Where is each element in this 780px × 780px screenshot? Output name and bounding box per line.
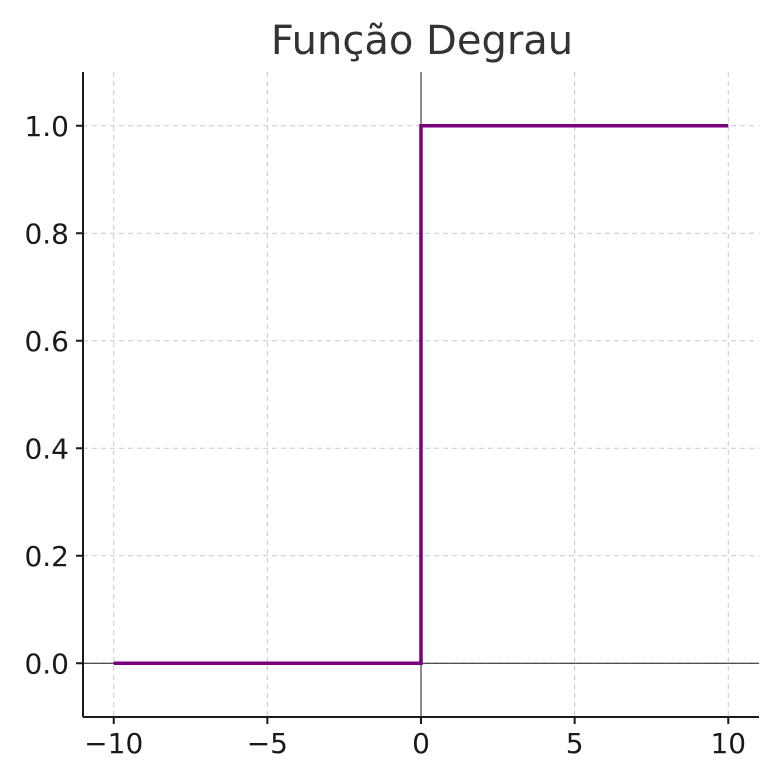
y-axis-ticks: 0.0 0.2 0.4 0.6 0.8 1.0 xyxy=(24,110,83,680)
y-tick-label: 0.6 xyxy=(24,325,69,358)
chart-title: Função Degrau xyxy=(271,18,573,64)
x-tick-label: −5 xyxy=(247,727,288,760)
y-tick-label: 0.0 xyxy=(24,647,69,680)
y-tick-label: 0.2 xyxy=(24,540,69,573)
step-series-line xyxy=(113,124,729,665)
series-layer xyxy=(113,124,729,665)
x-axis-ticks: −10 −5 0 5 10 xyxy=(84,717,746,760)
y-tick-label: 0.4 xyxy=(24,432,69,465)
x-tick-label: 10 xyxy=(710,727,746,760)
x-tick-label: −10 xyxy=(84,727,143,760)
y-tick-label: 0.8 xyxy=(24,217,69,250)
x-tick-label: 5 xyxy=(566,727,584,760)
x-tick-label: 0 xyxy=(412,727,430,760)
y-tick-label: 1.0 xyxy=(24,110,69,143)
